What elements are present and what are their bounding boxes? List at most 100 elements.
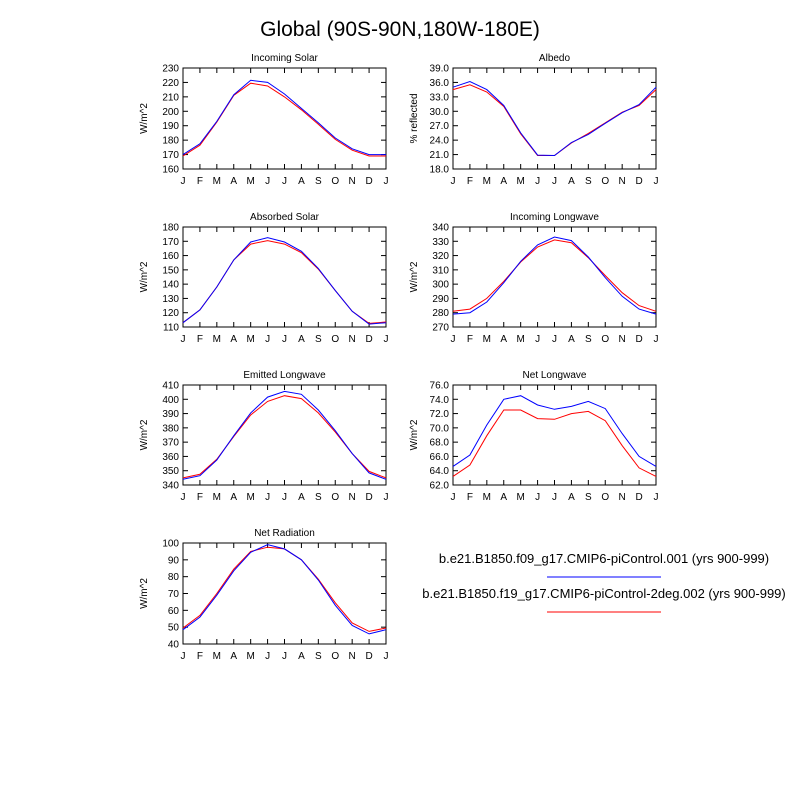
panel-title: Albedo (539, 53, 571, 64)
x-tick-label: D (365, 651, 372, 662)
x-tick-label: N (349, 492, 356, 503)
x-tick-label: M (483, 334, 491, 345)
x-tick-label: J (384, 492, 389, 503)
x-tick-label: O (331, 334, 339, 345)
legend-entry-2: b.e21.B1850.f19_g17.CMIP6-piControl-2deg… (422, 586, 786, 613)
x-tick-label: M (246, 334, 254, 345)
y-tick-label: 380 (162, 423, 179, 434)
y-tick-label: 300 (432, 280, 449, 291)
y-tick-label: 160 (162, 251, 179, 262)
y-tick-label: 210 (162, 92, 179, 103)
y-tick-label: 40 (168, 640, 180, 651)
panel-title: Incoming Longwave (510, 212, 599, 223)
x-tick-label: A (298, 651, 305, 662)
x-tick-label: O (601, 176, 609, 187)
y-tick-label: 76.0 (430, 381, 450, 392)
y-tick-label: 180 (162, 136, 179, 147)
y-tick-label: 33.0 (430, 92, 450, 103)
x-tick-label: D (635, 492, 642, 503)
x-tick-label: M (213, 651, 221, 662)
y-tick-label: 350 (162, 466, 179, 477)
panel-1: Incoming Solar W/m^2 160 170 180 190 200 210 220… (139, 53, 389, 187)
y-tick-label: 120 (162, 308, 179, 319)
x-tick-label: A (568, 176, 575, 187)
panel-2: Albedo % reflected 18.0 21.0 24.0 27.0 30.0 33.… (409, 53, 659, 187)
x-tick-label: S (315, 651, 322, 662)
x-tick-label: O (331, 492, 339, 503)
x-tick-label: J (282, 334, 287, 345)
x-tick-label: A (230, 334, 237, 345)
x-tick-label: J (535, 492, 540, 503)
x-tick-label: A (298, 492, 305, 503)
x-tick-label: A (500, 176, 507, 187)
y-tick-label: 70.0 (430, 423, 450, 434)
y-tick-label: 64.0 (430, 466, 450, 477)
x-tick-label: O (601, 492, 609, 503)
x-tick-label: N (349, 176, 356, 187)
x-tick-label: A (500, 334, 507, 345)
x-tick-label: M (483, 492, 491, 503)
x-tick-label: M (246, 651, 254, 662)
legend-entry-1: b.e21.B1850.f09_g17.CMIP6-piControl.001 … (439, 551, 769, 578)
x-tick-label: J (181, 176, 186, 187)
y-axis-label: W/m^2 (139, 578, 150, 609)
y-tick-label: 180 (162, 223, 179, 234)
x-tick-label: J (552, 334, 557, 345)
y-tick-label: 360 (162, 452, 179, 463)
x-tick-label: D (635, 334, 642, 345)
series-line-2 (452, 239, 657, 312)
x-tick-label: M (516, 492, 524, 503)
x-tick-label: J (535, 176, 540, 187)
x-tick-label: J (654, 492, 659, 503)
panel-5: Emitted Longwave W/m^2 340 350 360 370 380 390 4… (139, 370, 389, 503)
y-tick-label: 370 (162, 438, 179, 449)
y-tick-label: 290 (432, 294, 449, 305)
series-line-1 (452, 236, 657, 315)
y-tick-label: 170 (162, 237, 179, 248)
panel-title: Incoming Solar (251, 53, 318, 64)
plot-frame (452, 384, 657, 486)
y-tick-label: 340 (162, 481, 179, 492)
series-line-1 (182, 390, 387, 480)
series-line-1 (182, 544, 387, 635)
x-tick-label: O (331, 651, 339, 662)
y-tick-label: 140 (162, 280, 179, 291)
series-line-1 (452, 395, 657, 467)
y-tick-label: 320 (432, 251, 449, 262)
x-tick-label: S (315, 176, 322, 187)
y-tick-label: 330 (432, 237, 449, 248)
y-axis-label: W/m^2 (139, 103, 150, 134)
main-title: Global (90S-90N,180W-180E) (260, 18, 540, 41)
x-tick-label: J (265, 334, 270, 345)
x-tick-label: N (349, 651, 356, 662)
x-tick-label: A (500, 492, 507, 503)
x-tick-label: J (451, 176, 456, 187)
y-tick-label: 410 (162, 381, 179, 392)
x-tick-label: J (384, 176, 389, 187)
x-tick-label: F (197, 651, 203, 662)
x-tick-label: D (365, 492, 372, 503)
y-tick-label: 160 (162, 165, 179, 176)
y-tick-label: 310 (432, 265, 449, 276)
x-tick-label: M (213, 176, 221, 187)
panel-title: Net Longwave (523, 370, 587, 381)
y-tick-label: 30.0 (430, 107, 450, 118)
x-tick-label: J (181, 492, 186, 503)
y-axis-label: W/m^2 (409, 419, 420, 450)
y-tick-label: 170 (162, 150, 179, 161)
x-tick-label: O (331, 176, 339, 187)
panel-6: Net Longwave W/m^2 62.0 64.0 66.0 68.0 70.0 72.… (409, 370, 659, 503)
x-tick-label: F (467, 492, 473, 503)
x-tick-label: M (246, 492, 254, 503)
series-line-2 (182, 546, 387, 632)
y-axis-label: W/m^2 (139, 261, 150, 292)
x-tick-label: M (246, 176, 254, 187)
x-tick-label: J (451, 492, 456, 503)
y-tick-label: 220 (162, 78, 179, 89)
y-tick-label: 340 (432, 223, 449, 234)
x-tick-label: A (568, 334, 575, 345)
series-line-2 (452, 84, 657, 156)
y-tick-label: 230 (162, 64, 179, 75)
x-tick-label: N (349, 334, 356, 345)
